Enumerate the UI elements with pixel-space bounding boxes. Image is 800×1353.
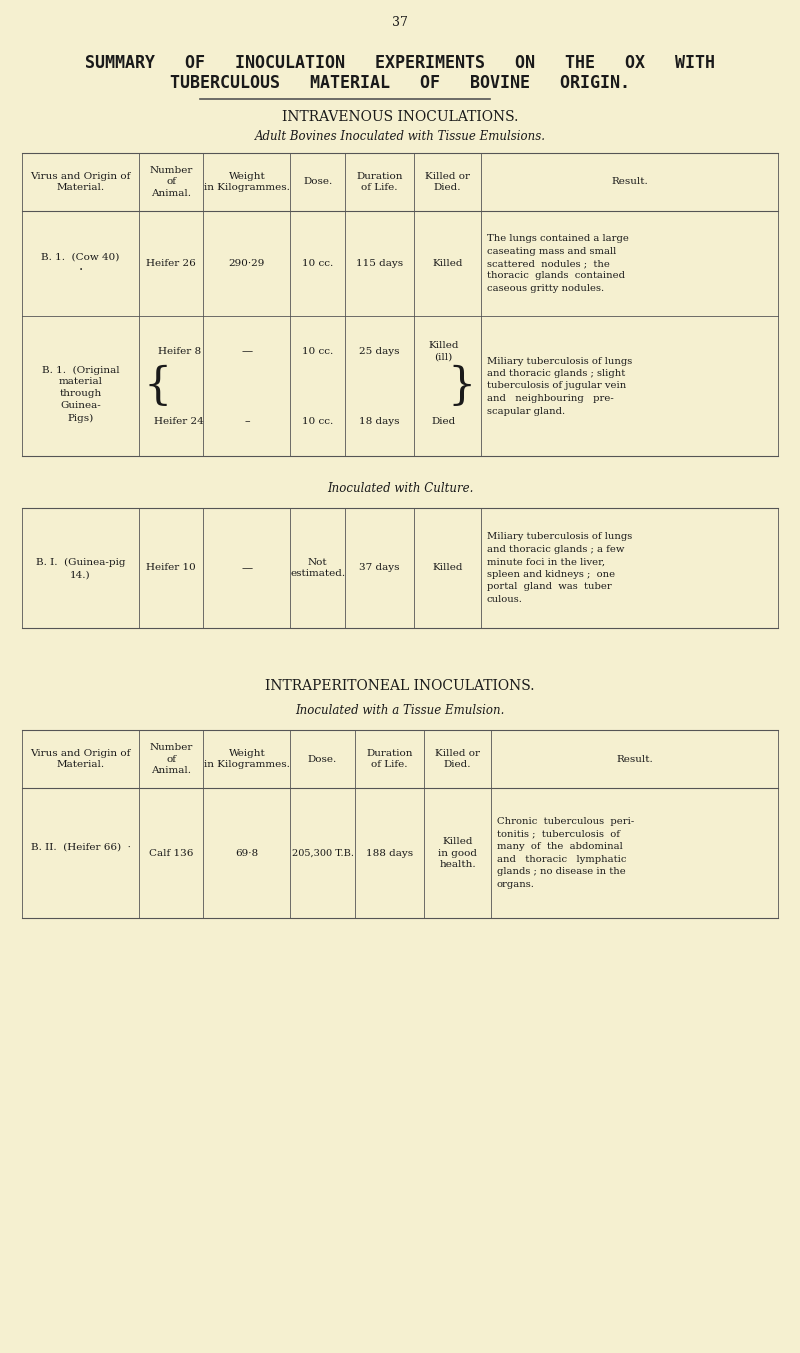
Text: INTRAPERITONEAL INOCULATIONS.: INTRAPERITONEAL INOCULATIONS. xyxy=(266,679,534,693)
Text: B. 1.  (Original: B. 1. (Original xyxy=(42,365,119,375)
Text: Weight
in Kilogrammes.: Weight in Kilogrammes. xyxy=(204,172,290,192)
Text: Dose.: Dose. xyxy=(303,177,332,187)
Text: —: — xyxy=(242,346,253,356)
Text: Duration
of Life.: Duration of Life. xyxy=(356,172,403,192)
Text: SUMMARY   OF   INOCULATION   EXPERIMENTS   ON   THE   OX   WITH: SUMMARY OF INOCULATION EXPERIMENTS ON TH… xyxy=(85,54,715,72)
Text: Dose.: Dose. xyxy=(308,755,337,763)
Text: Chronic  tuberculous  peri-
tonitis ;  tuberculosis  of
many  of  the  abdominal: Chronic tuberculous peri- tonitis ; tube… xyxy=(497,817,634,889)
Text: B. II.  (Heifer 66)  ·: B. II. (Heifer 66) · xyxy=(30,843,130,851)
Text: 69·8: 69·8 xyxy=(235,848,258,858)
Text: 37 days: 37 days xyxy=(359,563,400,572)
Text: Virus and Origin of
Material.: Virus and Origin of Material. xyxy=(30,172,130,192)
Text: INTRAVENOUS INOCULATIONS.: INTRAVENOUS INOCULATIONS. xyxy=(282,110,518,124)
Text: Adult Bovines Inoculated with Tissue Emulsions.: Adult Bovines Inoculated with Tissue Emu… xyxy=(254,130,546,143)
Text: {: { xyxy=(143,364,171,407)
Text: }: } xyxy=(447,364,476,407)
Text: Killed or
Died.: Killed or Died. xyxy=(435,748,480,770)
Text: Duration
of Life.: Duration of Life. xyxy=(366,748,413,770)
Text: Killed or
Died.: Killed or Died. xyxy=(425,172,470,192)
Text: 290·29: 290·29 xyxy=(229,258,265,268)
Text: Killed
in good
health.: Killed in good health. xyxy=(438,836,477,869)
Text: Died: Died xyxy=(431,417,456,425)
Text: Inoculated with Culture.: Inoculated with Culture. xyxy=(327,482,473,494)
Text: Virus and Origin of
Material.: Virus and Origin of Material. xyxy=(30,748,130,770)
Text: Pigs): Pigs) xyxy=(67,414,94,422)
Text: Killed: Killed xyxy=(432,258,463,268)
Text: Killed: Killed xyxy=(432,563,463,572)
Text: 25 days: 25 days xyxy=(359,346,400,356)
Text: Number
of
Animal.: Number of Animal. xyxy=(150,743,193,775)
Text: Weight
in Kilogrammes.: Weight in Kilogrammes. xyxy=(204,748,290,770)
Text: ·: · xyxy=(78,264,82,277)
Text: Guinea-: Guinea- xyxy=(60,402,101,410)
Text: through: through xyxy=(59,390,102,399)
Text: 37: 37 xyxy=(392,16,408,30)
Text: 10 cc.: 10 cc. xyxy=(302,346,334,356)
Text: 10 cc.: 10 cc. xyxy=(302,417,334,425)
Text: TUBERCULOUS   MATERIAL   OF   BOVINE   ORIGIN.: TUBERCULOUS MATERIAL OF BOVINE ORIGIN. xyxy=(170,74,630,92)
Text: Heifer 24: Heifer 24 xyxy=(154,417,204,425)
Text: Result.: Result. xyxy=(616,755,653,763)
Text: Miliary tuberculosis of lungs
and thoracic glands ; slight
tuberculosis of jugul: Miliary tuberculosis of lungs and thorac… xyxy=(487,356,632,415)
Text: Killed
(ill): Killed (ill) xyxy=(428,341,459,361)
Text: Calf 136: Calf 136 xyxy=(149,848,194,858)
Text: Miliary tuberculosis of lungs
and thoracic glands ; a few
minute foci in the liv: Miliary tuberculosis of lungs and thorac… xyxy=(487,532,632,603)
Text: B. 1.  (Cow 40): B. 1. (Cow 40) xyxy=(42,253,120,262)
Text: The lungs contained a large
caseating mass and small
scattered  nodules ;  the
t: The lungs contained a large caseating ma… xyxy=(487,234,629,294)
Text: 14.): 14.) xyxy=(70,571,91,579)
Text: Result.: Result. xyxy=(611,177,648,187)
Text: —: — xyxy=(242,563,253,574)
Text: 115 days: 115 days xyxy=(356,258,403,268)
Text: 10 cc.: 10 cc. xyxy=(302,258,334,268)
Text: 188 days: 188 days xyxy=(366,848,413,858)
Text: Heifer 8: Heifer 8 xyxy=(158,346,201,356)
Text: Heifer 26: Heifer 26 xyxy=(146,258,196,268)
Text: B. I.  (Guinea-pig: B. I. (Guinea-pig xyxy=(36,557,126,567)
Text: Heifer 10: Heifer 10 xyxy=(146,563,196,572)
Text: Number
of
Animal.: Number of Animal. xyxy=(150,165,193,199)
Text: 18 days: 18 days xyxy=(359,417,400,425)
Text: Inoculated with a Tissue Emulsion.: Inoculated with a Tissue Emulsion. xyxy=(295,704,505,717)
Text: Not
estimated.: Not estimated. xyxy=(290,557,345,578)
Text: material: material xyxy=(58,377,102,387)
Text: –: – xyxy=(244,415,250,426)
Text: 205,300 T.B.: 205,300 T.B. xyxy=(291,848,354,858)
